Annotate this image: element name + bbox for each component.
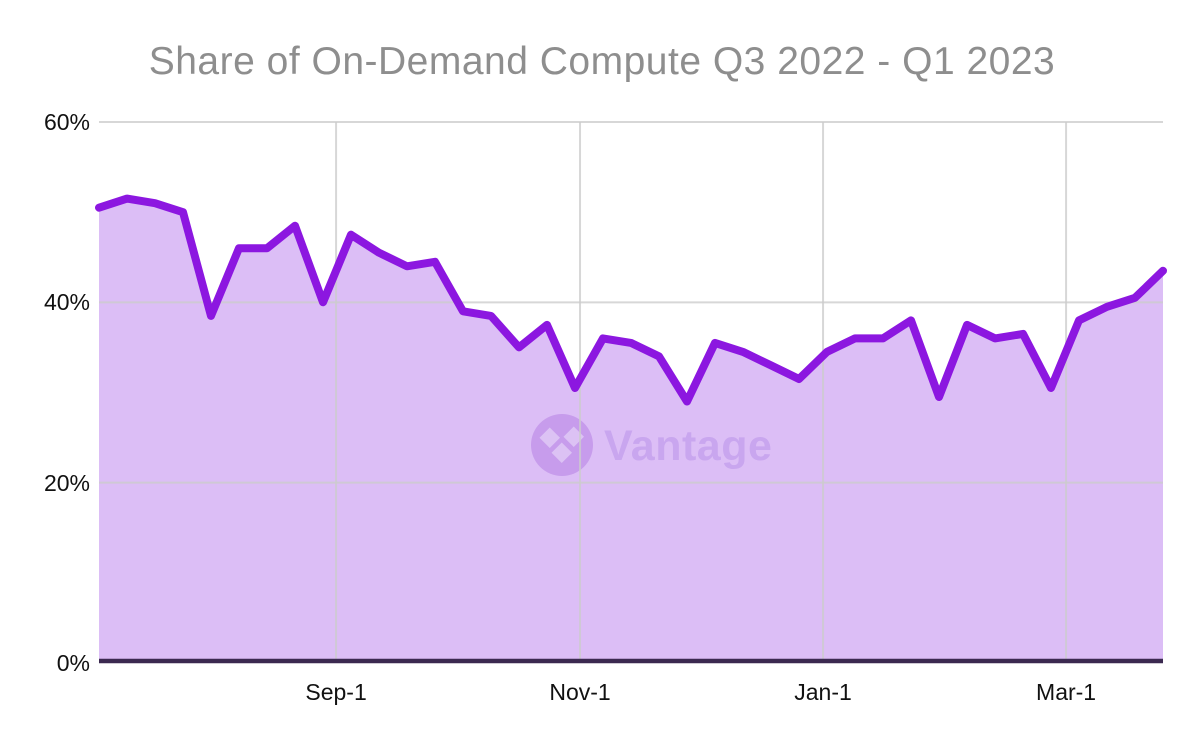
watermark-brand-text: Vantage <box>604 422 772 470</box>
y-tick-label: 20% <box>43 469 90 496</box>
watermark: Vantage <box>531 414 772 476</box>
gridlines <box>99 121 1163 663</box>
x-tick-label: Jan-1 <box>794 679 852 705</box>
line-series <box>95 194 1167 406</box>
y-tick-label: 40% <box>43 289 90 316</box>
area-series <box>99 198 1163 663</box>
x-tick-label: Sep-1 <box>305 679 367 705</box>
vantage-diamonds-logo <box>531 414 593 476</box>
x-tick-label: Mar-1 <box>1036 679 1097 705</box>
y-tick-label: 60% <box>43 109 90 135</box>
chart-title: Share of On-Demand Compute Q3 2022 - Q1 … <box>148 40 1056 83</box>
y-tick-label: 0% <box>56 650 90 676</box>
x-tick-label: Nov-1 <box>549 679 611 705</box>
